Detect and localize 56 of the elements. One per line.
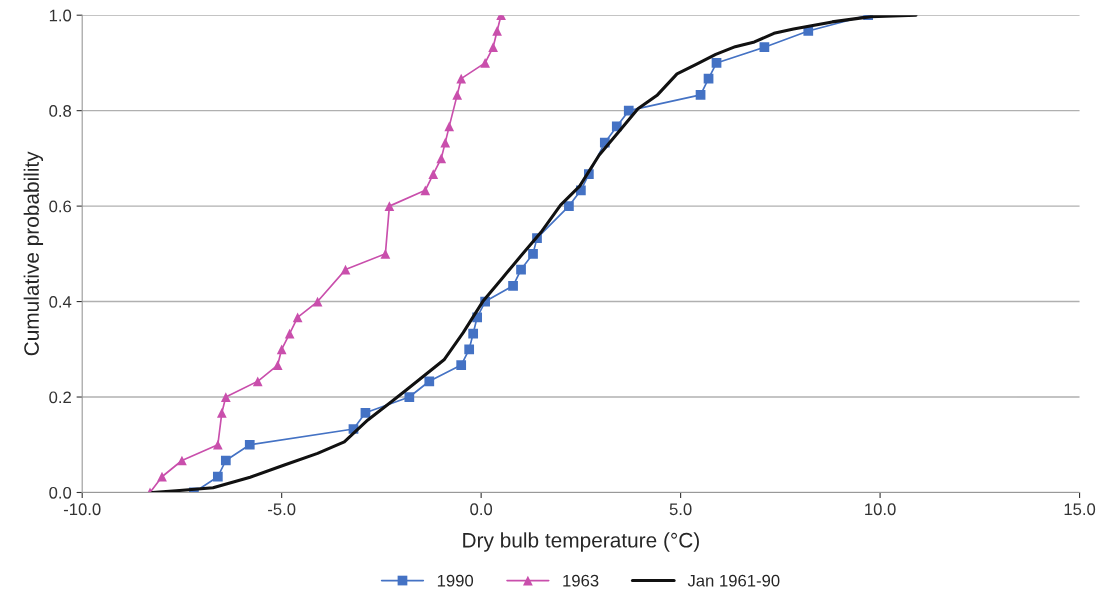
y-axis-title: Cumulative probability (23, 151, 44, 356)
point (216, 407, 227, 418)
point (444, 121, 455, 132)
y-tick-label: 0.2 (49, 391, 71, 404)
point (244, 439, 255, 450)
point (252, 376, 263, 387)
point (360, 407, 371, 418)
point (212, 471, 223, 482)
point (428, 169, 439, 179)
x-tick-label: 10.0 (865, 503, 896, 516)
point (528, 248, 538, 259)
point (492, 26, 502, 36)
y-tick-label: 0.6 (49, 200, 72, 213)
point (488, 42, 498, 53)
x-tick-label: 15.0 (1064, 503, 1096, 516)
x-axis-title: Dry bulb temperature (°C) (463, 532, 699, 552)
point (564, 201, 574, 211)
point (759, 42, 770, 53)
point (292, 312, 303, 323)
point (456, 360, 467, 370)
x-tick-label: 0.0 (470, 503, 493, 516)
x-tick-label: -10.0 (63, 503, 101, 516)
point (424, 376, 435, 387)
legend-label: Jan 1961-90 (687, 574, 780, 587)
point (157, 471, 167, 482)
point (212, 439, 223, 450)
point (464, 344, 475, 355)
legend-label: 1990 (437, 574, 474, 587)
point (703, 73, 714, 84)
x-tick-label: 5.0 (669, 503, 692, 516)
y-tick-label: 0.0 (49, 486, 72, 499)
point (516, 264, 526, 275)
point (284, 328, 295, 339)
x-tick-label: -5.0 (268, 503, 296, 516)
point (456, 73, 467, 84)
point (436, 153, 447, 164)
y-tick-label: 0.4 (49, 295, 72, 308)
point (276, 344, 287, 355)
point (177, 455, 187, 466)
point (420, 185, 431, 196)
point (711, 58, 722, 68)
point (384, 201, 395, 211)
point (452, 90, 463, 100)
point (272, 360, 283, 370)
point (480, 58, 490, 68)
point (440, 137, 451, 148)
point (404, 392, 415, 402)
point (220, 392, 231, 402)
point (220, 455, 231, 466)
point (508, 280, 518, 291)
point (623, 105, 634, 116)
legend-label: 1963 (563, 574, 599, 587)
point (468, 328, 479, 339)
y-tick-label: 0.8 (49, 105, 72, 117)
y-tick-label: 1.0 (49, 9, 72, 22)
point (695, 90, 706, 100)
